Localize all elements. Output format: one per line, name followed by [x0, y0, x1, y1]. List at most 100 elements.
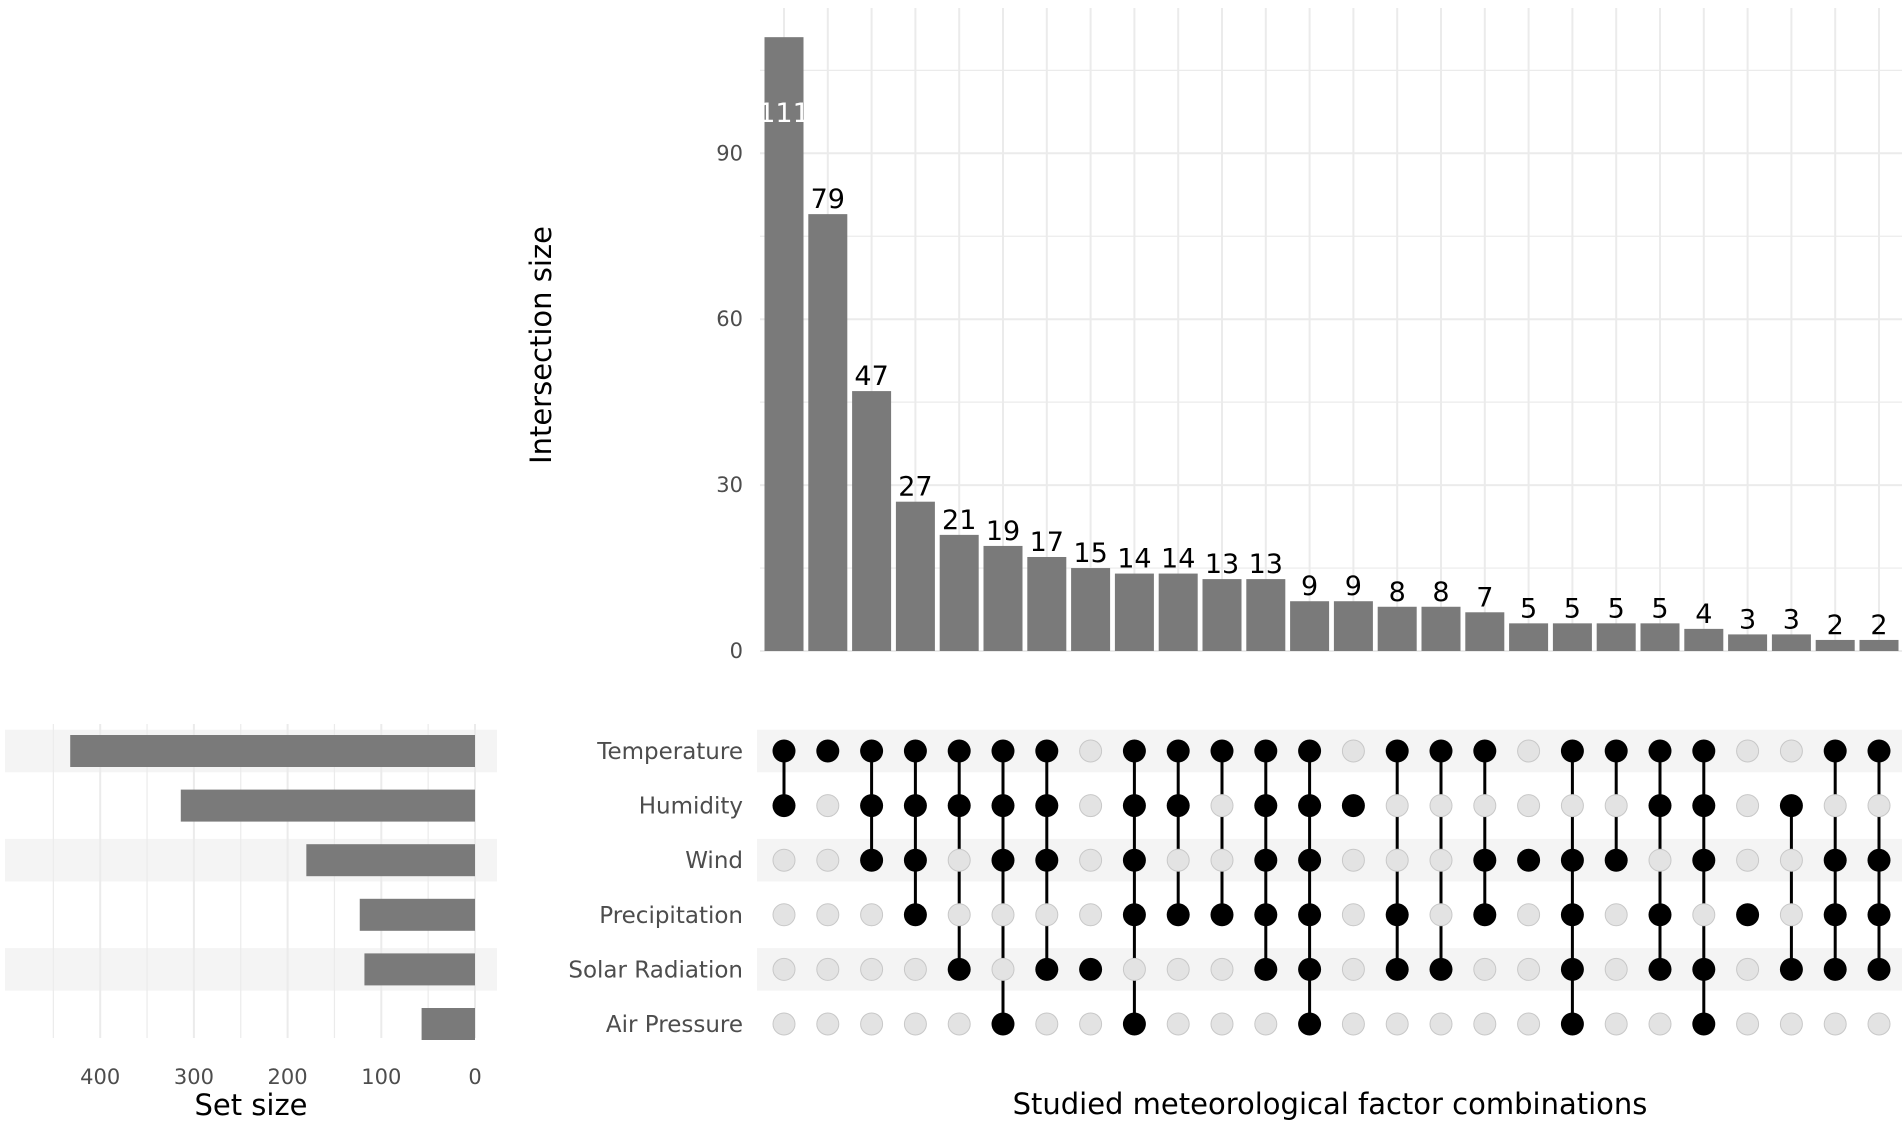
intersection-bar-label: 14 [1117, 544, 1151, 575]
matrix-dot-inactive [1385, 794, 1409, 818]
matrix-dot-active [1867, 957, 1891, 981]
gridlines [52, 8, 1902, 1038]
set-label: Solar Radiation [568, 957, 743, 983]
matrix-dot-inactive [991, 957, 1015, 981]
matrix-dot-inactive [860, 1012, 884, 1036]
matrix-dot-inactive [772, 848, 796, 872]
matrix-dot-active [1648, 903, 1672, 927]
matrix-dot-inactive [903, 957, 927, 981]
set-size-axis-tick-label: 0 [468, 1065, 481, 1089]
intersection-bar [808, 214, 848, 651]
matrix-dot-inactive [816, 903, 840, 927]
matrix-dot-active [1823, 903, 1847, 927]
set-label: Temperature [596, 739, 743, 765]
matrix-dot-inactive [772, 957, 796, 981]
intersection-bar [1377, 606, 1417, 651]
matrix-dot-inactive [1122, 957, 1146, 981]
intersection-bar-label: 2 [1870, 610, 1887, 641]
matrix-dot-inactive [1692, 903, 1716, 927]
matrix-dot-active [816, 739, 840, 763]
matrix-dot-inactive [1429, 903, 1453, 927]
matrix-dot-inactive [1210, 794, 1234, 818]
intersection-bar-label: 14 [1161, 544, 1195, 575]
matrix-dot-inactive [1341, 848, 1365, 872]
matrix-dot-inactive [816, 1012, 840, 1036]
matrix-dot-inactive [1779, 1012, 1803, 1036]
intersection-bar-label: 5 [1520, 593, 1537, 624]
intersection-bar-label: 79 [811, 184, 845, 215]
matrix-dot-active [1779, 957, 1803, 981]
set-label: Air Pressure [606, 1012, 743, 1038]
matrix-dot-inactive [1736, 739, 1760, 763]
intersection-bar [1509, 623, 1549, 651]
matrix-dot-inactive [947, 848, 971, 872]
intersection-bar-label: 15 [1073, 538, 1107, 569]
matrix-dot-inactive [991, 903, 1015, 927]
intersection-bar-label: 47 [854, 361, 888, 392]
matrix-dot-active [1254, 794, 1278, 818]
matrix-dot-active [1604, 739, 1628, 763]
matrix-dot-active [903, 848, 927, 872]
matrix-dot-inactive [1341, 903, 1365, 927]
set-size-bar [359, 898, 475, 931]
matrix-dot-inactive [1473, 957, 1497, 981]
set-label: Precipitation [599, 903, 743, 929]
set-size-axis-ticks: 400 300 200 100 0 [80, 1065, 482, 1089]
intersection-bar-label: 17 [1030, 527, 1064, 558]
intersection-bar [983, 545, 1023, 651]
matrix-dot-active [1560, 957, 1584, 981]
intersection-bar-label: 13 [1249, 549, 1283, 580]
matrix-dot-active [1648, 957, 1672, 981]
matrix-dot-inactive [1823, 794, 1847, 818]
matrix-dot-active [947, 957, 971, 981]
matrix-dot-active [1298, 903, 1322, 927]
matrix-dot-inactive [1604, 794, 1628, 818]
intersection-bar [1246, 579, 1286, 651]
intersection-bar [1333, 601, 1373, 651]
matrix-dot-active [1473, 739, 1497, 763]
matrix-dot-active [1385, 903, 1409, 927]
matrix-dot-active [1823, 957, 1847, 981]
intersection-bar-label: 5 [1651, 593, 1668, 624]
matrix-dot-inactive [1210, 1012, 1234, 1036]
matrix-dot-inactive [1429, 848, 1453, 872]
intersection-bar [1465, 612, 1505, 651]
intersection-bar [939, 534, 979, 651]
matrix-dot-active [1166, 739, 1190, 763]
matrix-dot-inactive [1429, 1012, 1453, 1036]
matrix-dot-inactive [816, 848, 840, 872]
matrix-dot-inactive [860, 957, 884, 981]
matrix-dot-active [1429, 957, 1453, 981]
matrix-dot-active [1298, 1012, 1322, 1036]
matrix-dot-inactive [1867, 1012, 1891, 1036]
matrix-dot-active [1298, 957, 1322, 981]
set-size-axis-tick-label: 200 [268, 1065, 308, 1089]
matrix-dot-active [1035, 957, 1059, 981]
matrix-dot-active [860, 739, 884, 763]
matrix-dot-active [1560, 739, 1584, 763]
intersection-bar-label: 8 [1432, 577, 1449, 608]
intersection-bar-label: 8 [1389, 577, 1406, 608]
intersection-bars [764, 37, 1899, 652]
matrix-dot-active [1385, 739, 1409, 763]
matrix-dot-active [1473, 903, 1497, 927]
matrix-dot-inactive [1648, 848, 1672, 872]
matrix-dot-active [1692, 957, 1716, 981]
matrix-dot-active [1298, 794, 1322, 818]
set-size-axis-tick-label: 100 [361, 1065, 401, 1089]
matrix-dot-active [1298, 739, 1322, 763]
matrix-dot-active [772, 794, 796, 818]
matrix-dot-inactive [1648, 1012, 1672, 1036]
matrix-dot-inactive [1604, 957, 1628, 981]
matrix-dot-inactive [1736, 794, 1760, 818]
intersection-bar [1596, 623, 1636, 651]
matrix-dot-inactive [947, 903, 971, 927]
intersection-bar-label: 5 [1564, 593, 1581, 624]
intersection-axis-title: Intersection size [524, 226, 558, 464]
matrix-dot-active [860, 848, 884, 872]
intersection-bar-label: 3 [1783, 604, 1800, 635]
matrix-dot-active [1560, 848, 1584, 872]
matrix-dot-active [1122, 848, 1146, 872]
set-size-bar [306, 844, 475, 877]
matrix-dot-inactive [1210, 848, 1234, 872]
